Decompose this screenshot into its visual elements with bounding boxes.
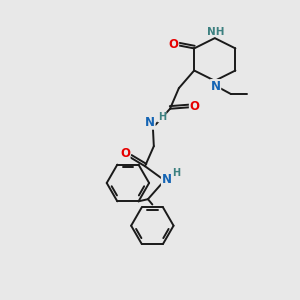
Text: N: N [145,116,155,129]
Text: H: H [172,168,180,178]
Text: O: O [120,147,130,160]
Text: N: N [161,173,172,186]
Text: O: O [169,38,178,51]
Text: NH: NH [207,27,224,37]
Text: H: H [158,112,166,122]
Text: O: O [190,100,200,113]
Text: N: N [211,80,221,93]
